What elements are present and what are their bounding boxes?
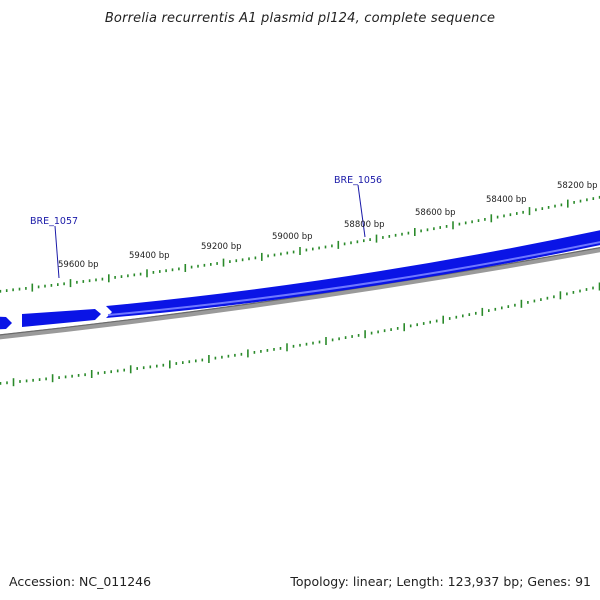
tick-label: 59000 bp: [272, 232, 313, 242]
sequence-summary: Topology: linear; Length: 123,937 bp; Ge…: [290, 574, 591, 589]
inner-scale-ruler: [0, 282, 600, 387]
sequence-backbone: [0, 247, 600, 340]
gene-leader-line: [357, 184, 366, 238]
tick-label: 59200 bp: [201, 242, 242, 252]
gene-leader-line: [54, 225, 60, 279]
tick-label: 58400 bp: [486, 195, 527, 205]
sequence-backbone-shadow: [0, 247, 600, 336]
gene-arrow-highlight: [107, 241, 600, 316]
outer-scale-ruler: [0, 195, 600, 293]
accession-label: Accession: NC_011246: [9, 574, 152, 589]
tick-label: 58800 bp: [344, 220, 385, 230]
gene-arrow[interactable]: [0, 316, 12, 330]
tick-label: 58600 bp: [415, 208, 456, 218]
gene-label-bre-1056[interactable]: BRE_1056: [334, 175, 382, 186]
tick-label: 58200 bp: [557, 181, 598, 191]
gene-track: [0, 226, 600, 330]
gene-label-bre-1057[interactable]: BRE_1057: [30, 216, 78, 227]
gene-arrow-bre-1056[interactable]: [106, 226, 600, 318]
tick-label: 59600 bp: [58, 260, 99, 270]
gene-arrow-bre-1057[interactable]: [22, 309, 101, 327]
tick-label: 59400 bp: [129, 251, 170, 261]
map-title: Borrelia recurrentis A1 plasmid pl124, c…: [104, 11, 496, 26]
